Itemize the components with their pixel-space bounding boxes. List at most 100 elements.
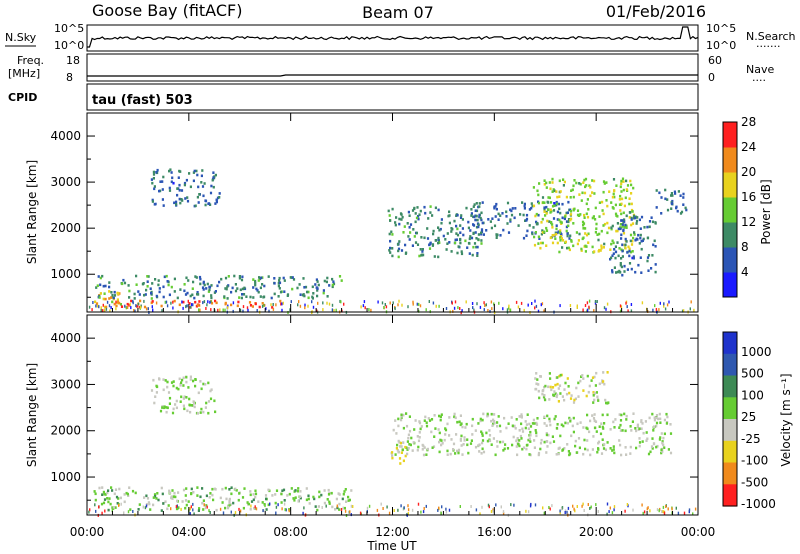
scatter-cell: [207, 300, 209, 304]
scatter-cell: [157, 279, 160, 282]
scatter-cell: [294, 496, 297, 499]
scatter-cell: [558, 195, 561, 198]
scatter-cell: [571, 188, 574, 192]
scatter-cell: [584, 447, 587, 451]
scatter-cell: [580, 375, 583, 378]
scatter-cell: [622, 180, 625, 183]
scatter-cell: [425, 421, 428, 424]
scatter-cell: [263, 295, 266, 299]
scatter-cell: [325, 504, 327, 508]
scatter-cell: [107, 489, 110, 492]
scatter-cell: [283, 502, 286, 506]
scatter-cell: [333, 309, 335, 313]
scatter-cell: [462, 443, 465, 446]
scatter-cell: [126, 305, 129, 309]
scatter-cell: [638, 444, 641, 448]
scatter-cell: [459, 423, 462, 427]
scatter-cell: [585, 212, 588, 216]
scatter-cell: [633, 233, 636, 236]
scatter-cell: [307, 497, 310, 501]
scatter-cell: [167, 504, 170, 507]
scatter-cell: [475, 245, 478, 249]
scatter-cell: [619, 419, 623, 422]
scatter-cell: [662, 505, 665, 509]
scatter-cell: [257, 279, 260, 282]
scatter-cell: [609, 257, 612, 261]
scatter-cell: [662, 510, 664, 514]
scatter-cell: [252, 296, 255, 299]
scatter-cell: [116, 298, 119, 301]
scatter-cell: [645, 431, 648, 434]
scatter-cell: [202, 301, 204, 305]
scatter-cell: [407, 433, 410, 437]
scatter-cell: [493, 421, 496, 425]
scatter-cell: [350, 504, 353, 508]
scatter-cell: [137, 508, 140, 511]
scatter-cell: [228, 497, 231, 501]
scatter-cell: [587, 503, 589, 506]
scatter-cell: [635, 446, 638, 450]
scatter-cell: [521, 447, 524, 451]
scatter-cell: [428, 300, 430, 303]
scatter-cell: [400, 445, 403, 448]
scatter-cell: [587, 241, 590, 244]
scatter-cell: [275, 303, 277, 307]
scatter-cell: [114, 488, 118, 491]
scatter-cell: [648, 225, 651, 229]
scatter-cell: [589, 453, 592, 457]
scatter-cell: [143, 496, 146, 499]
scatter-cell: [418, 436, 421, 439]
scatter-cell: [439, 415, 442, 419]
scatter-cell: [538, 396, 541, 400]
scatter-cell: [583, 216, 586, 219]
scatter-cell: [202, 280, 205, 284]
scatter-cell: [587, 232, 590, 236]
scatter-cell: [189, 378, 192, 381]
scatter-cell: [169, 168, 172, 171]
scatter-cell: [446, 449, 449, 453]
scatter-cell: [602, 427, 605, 430]
scatter-cell: [397, 303, 399, 307]
scatter-cell: [278, 276, 281, 280]
scatter-cell: [94, 498, 97, 502]
velocity-colorbar-segment: [723, 332, 737, 355]
scatter-cell: [400, 249, 404, 252]
scatter-cell: [573, 398, 576, 402]
scatter-cell: [283, 290, 286, 293]
power-colorbar-label: 12: [741, 215, 756, 229]
scatter-cell: [204, 506, 207, 510]
scatter-cell: [123, 493, 126, 496]
scatter-cell: [531, 422, 534, 425]
scatter-cell: [565, 229, 568, 233]
scatter-cell: [263, 303, 265, 307]
scatter-cell: [543, 309, 545, 313]
scatter-cell: [525, 234, 528, 237]
scatter-cell: [249, 493, 252, 497]
scatter-cell: [566, 510, 568, 514]
power-colorbar-segment: [723, 122, 737, 148]
scatter-cell: [498, 424, 502, 428]
scatter-cell: [527, 427, 530, 430]
scatter-cell: [210, 184, 213, 188]
scatter-cell: [150, 301, 153, 305]
scatter-cell: [670, 192, 673, 195]
scatter-cell: [334, 508, 337, 511]
scatter-cell: [601, 438, 604, 441]
scatter-cell: [114, 506, 117, 509]
power-colorbar-segment: [723, 147, 737, 173]
scatter-cell: [621, 243, 624, 247]
scatter-cell: [613, 426, 616, 429]
scatter-cell: [461, 227, 464, 230]
scatter-cell: [510, 209, 513, 213]
scatter-cell: [468, 242, 471, 245]
scatter-cell: [418, 302, 420, 306]
scatter-cell: [548, 398, 551, 401]
scatter-cell: [312, 292, 315, 295]
scatter-cell: [431, 244, 434, 247]
scatter-cell: [94, 300, 97, 304]
scatter-cell: [593, 426, 597, 430]
scatter-cell: [394, 453, 397, 456]
scatter-cell: [203, 503, 205, 507]
scatter-cell: [234, 289, 238, 293]
scatter-cell: [132, 299, 134, 303]
